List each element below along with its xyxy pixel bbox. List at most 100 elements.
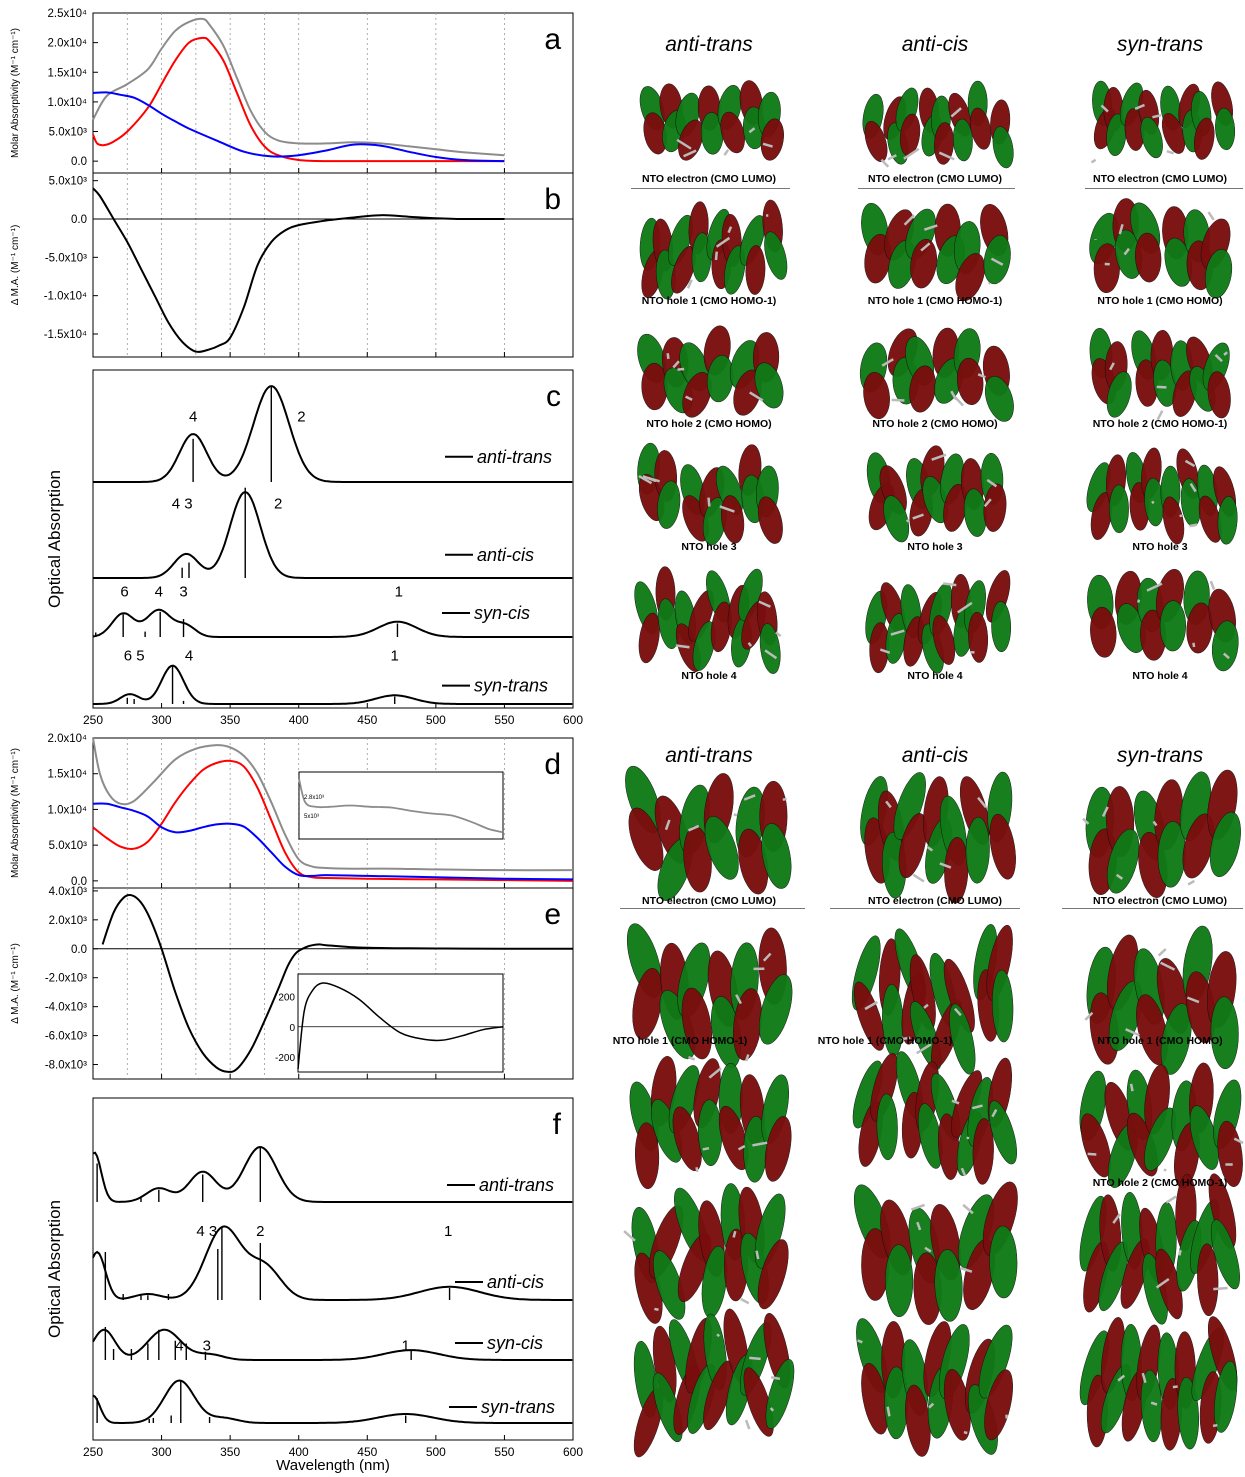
bond-stick (664, 819, 671, 831)
y-tick-label-a: 0.0 (71, 156, 87, 168)
bond-stick (924, 1246, 932, 1253)
bond-stick (744, 1054, 750, 1062)
series-d-1 (92, 759, 574, 882)
panel-letter-b: b (544, 183, 561, 216)
bond-stick (714, 251, 718, 261)
y-axis-label-a: Molar Absorptivity (M⁻¹ cm⁻¹) (10, 28, 21, 158)
bond-stick (1152, 820, 1158, 827)
x-tick-label: 400 (289, 1445, 309, 1459)
orbital-bottom-r2-c1 (852, 1051, 1017, 1185)
bond-stick (881, 358, 894, 367)
lobe-red (984, 1369, 1013, 1441)
x-tick-label: 450 (357, 713, 377, 727)
bond-stick (1123, 247, 1130, 256)
panel-b: 5.0x10³ 0.0 -5.0x10³ -1.0x10⁴ -1.5x10⁴ b Δ M.A… (10, 172, 574, 358)
bond-stick (1166, 149, 1174, 155)
bond-stick (716, 1333, 721, 1338)
separator-line (631, 188, 790, 189)
band-label-c: 2 (297, 409, 305, 426)
x-tick-label: 250 (83, 713, 103, 727)
panel-letter-c: c (546, 380, 561, 413)
inset-series-d (298, 778, 504, 834)
x-tick-label: 500 (426, 1445, 446, 1459)
lobe-red (635, 1122, 660, 1190)
bond-stick (749, 391, 764, 402)
x-tick-label: 300 (152, 1445, 172, 1459)
lobe-green (1210, 996, 1239, 1069)
bond-stick (1117, 1374, 1126, 1382)
lobe-green (876, 1093, 898, 1161)
orbital-label: NTO hole 1 (CMO HOMO-1) (612, 1035, 748, 1047)
y-tick-label-d: 2.0x10⁴ (48, 733, 88, 745)
bond-stick (748, 127, 756, 134)
orbital-label: NTO hole 3 (907, 541, 963, 553)
bond-stick (1156, 410, 1164, 421)
lobe-green (764, 231, 788, 280)
panel-c-frame (92, 369, 574, 709)
band-label-c: 4 (189, 409, 197, 426)
orbital-label: NTO hole 4 (681, 670, 737, 682)
lobe-green (1211, 620, 1239, 672)
bond-stick (638, 475, 653, 485)
lobe-red (863, 372, 890, 420)
bond-stick (923, 224, 938, 231)
lobe-green (1106, 371, 1132, 418)
orbital-bottom-r4-c2 (1079, 1316, 1238, 1451)
y-tick-label-e: 0.0 (71, 944, 87, 956)
orbital-top-r1-c2 (1089, 198, 1233, 299)
y-tick-label-a: 2.5x10⁴ (48, 8, 88, 20)
bond-stick (1112, 1213, 1121, 1224)
bond-stick (1207, 211, 1215, 221)
panel-e: 4.0x10³ 2.0x10³ 0.0 -2.0x10³ -4.0x10³ -6.0x10… (10, 886, 574, 1080)
orbital-label: NTO hole 3 (681, 541, 737, 553)
series-name-f-syn-trans: syn-trans (481, 1397, 555, 1417)
lobe-green (893, 772, 926, 840)
x-tick-label: 250 (83, 1445, 103, 1459)
x-tick-label: 350 (220, 713, 240, 727)
lobe-green (883, 495, 910, 543)
lobe-green (1109, 484, 1129, 534)
lobe-red (956, 357, 984, 406)
column-title: anti-cis (901, 33, 969, 56)
series-a-2 (92, 91, 505, 163)
bond-stick (647, 476, 660, 483)
bond-stick (903, 214, 915, 226)
bond-stick (654, 1307, 659, 1311)
lobe-red (955, 253, 985, 301)
separator-line (1085, 188, 1243, 189)
y-tick-label-b: 0.0 (71, 214, 87, 226)
bond-stick (954, 1007, 962, 1017)
y-tick-label-a: 1.5x10⁴ (48, 67, 88, 79)
bond-stick (1186, 996, 1200, 1004)
bond-stick (740, 1297, 750, 1305)
orbital-bottom-r1-c0 (626, 923, 793, 1068)
orbital-top-r3-c2 (1086, 447, 1238, 545)
series-b-0 (92, 187, 505, 353)
lobe-green (991, 601, 1012, 653)
band-label-c: 6 (120, 584, 128, 601)
orbital-label: NTO hole 1 (CMO HOMO) (1097, 1035, 1223, 1047)
lobe-green (754, 1193, 786, 1269)
band-label-c: 2 (274, 495, 282, 512)
y-tick-label-e: 2.0x10³ (49, 915, 88, 927)
bond-stick (676, 138, 692, 150)
lobe-green (657, 480, 681, 529)
panel-letter-f: f (553, 1108, 562, 1141)
lobe-green (978, 1324, 1013, 1399)
band-label-c: 3 (179, 584, 187, 601)
y-tick-label-a: 2.0x10⁴ (48, 38, 88, 50)
bond-stick (1087, 1152, 1097, 1156)
bond-stick (905, 518, 910, 523)
lobe-red (970, 107, 992, 150)
orbital-top-r3-c1 (866, 445, 1007, 543)
panel-letter-d: d (544, 748, 561, 781)
orbital-label: NTO hole 1 (CMO HOMO) (1097, 295, 1223, 307)
bond-stick (1157, 948, 1167, 957)
bond-stick (916, 1043, 932, 1055)
orbital-label: NTO hole 2 (CMO HOMO) (646, 418, 772, 430)
y-tick-label-a: 5.0x10³ (49, 127, 88, 139)
orbital-label: NTO electron (CMO LUMO) (1093, 173, 1227, 185)
bond-stick (685, 395, 693, 401)
bond-stick (727, 226, 733, 234)
lobe-green (1159, 600, 1186, 652)
